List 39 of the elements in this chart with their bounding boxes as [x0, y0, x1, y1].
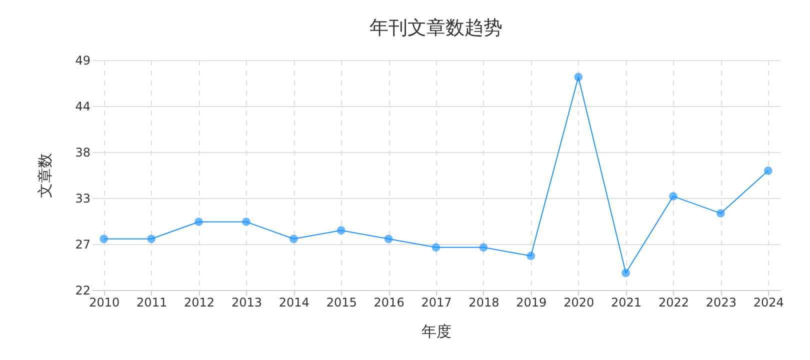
x-tick-label: 2024	[753, 296, 784, 310]
y-tick-label: 27	[75, 238, 90, 252]
point	[194, 218, 203, 226]
point	[147, 234, 156, 244]
point	[526, 252, 536, 260]
x-tick-label: 2018	[468, 296, 500, 310]
point	[764, 166, 772, 175]
chart-title: 年刊文章数趋势	[370, 17, 502, 39]
point	[384, 234, 393, 244]
x-tick-label: 2014	[278, 296, 310, 310]
x-tick-label: 2020	[564, 296, 594, 310]
x-tick-label: 2016	[374, 296, 404, 310]
x-tick-label: 2015	[326, 296, 357, 310]
point	[100, 234, 108, 244]
y-tick-label: 33	[75, 192, 90, 206]
x-tick-label: 2013	[231, 296, 262, 310]
x-tick-label: 2012	[184, 296, 215, 310]
x-tick-label: 2022	[658, 296, 690, 310]
point	[479, 243, 488, 252]
point	[669, 192, 678, 200]
point	[289, 234, 298, 244]
x-tick-label: 2021	[611, 296, 642, 310]
point	[242, 218, 250, 226]
x-tick-label: 2019	[516, 296, 547, 310]
y-tick-label: 22	[75, 284, 90, 298]
x-tick-label: 2010	[89, 296, 120, 310]
y-tick-label: 38	[75, 146, 90, 160]
y-tick-label: 44	[75, 100, 90, 114]
x-tick-label: 2011	[136, 296, 168, 310]
point	[622, 268, 630, 278]
x-tick-label: 2023	[706, 296, 736, 310]
x-tick-label: 2017	[421, 296, 452, 310]
point	[716, 209, 725, 218]
point	[574, 72, 583, 82]
y-tick-label: 49	[75, 54, 90, 68]
y-axis-title: 文章数	[36, 153, 54, 198]
point	[336, 226, 346, 235]
point	[432, 243, 440, 252]
x-axis-title: 年度	[422, 322, 452, 340]
